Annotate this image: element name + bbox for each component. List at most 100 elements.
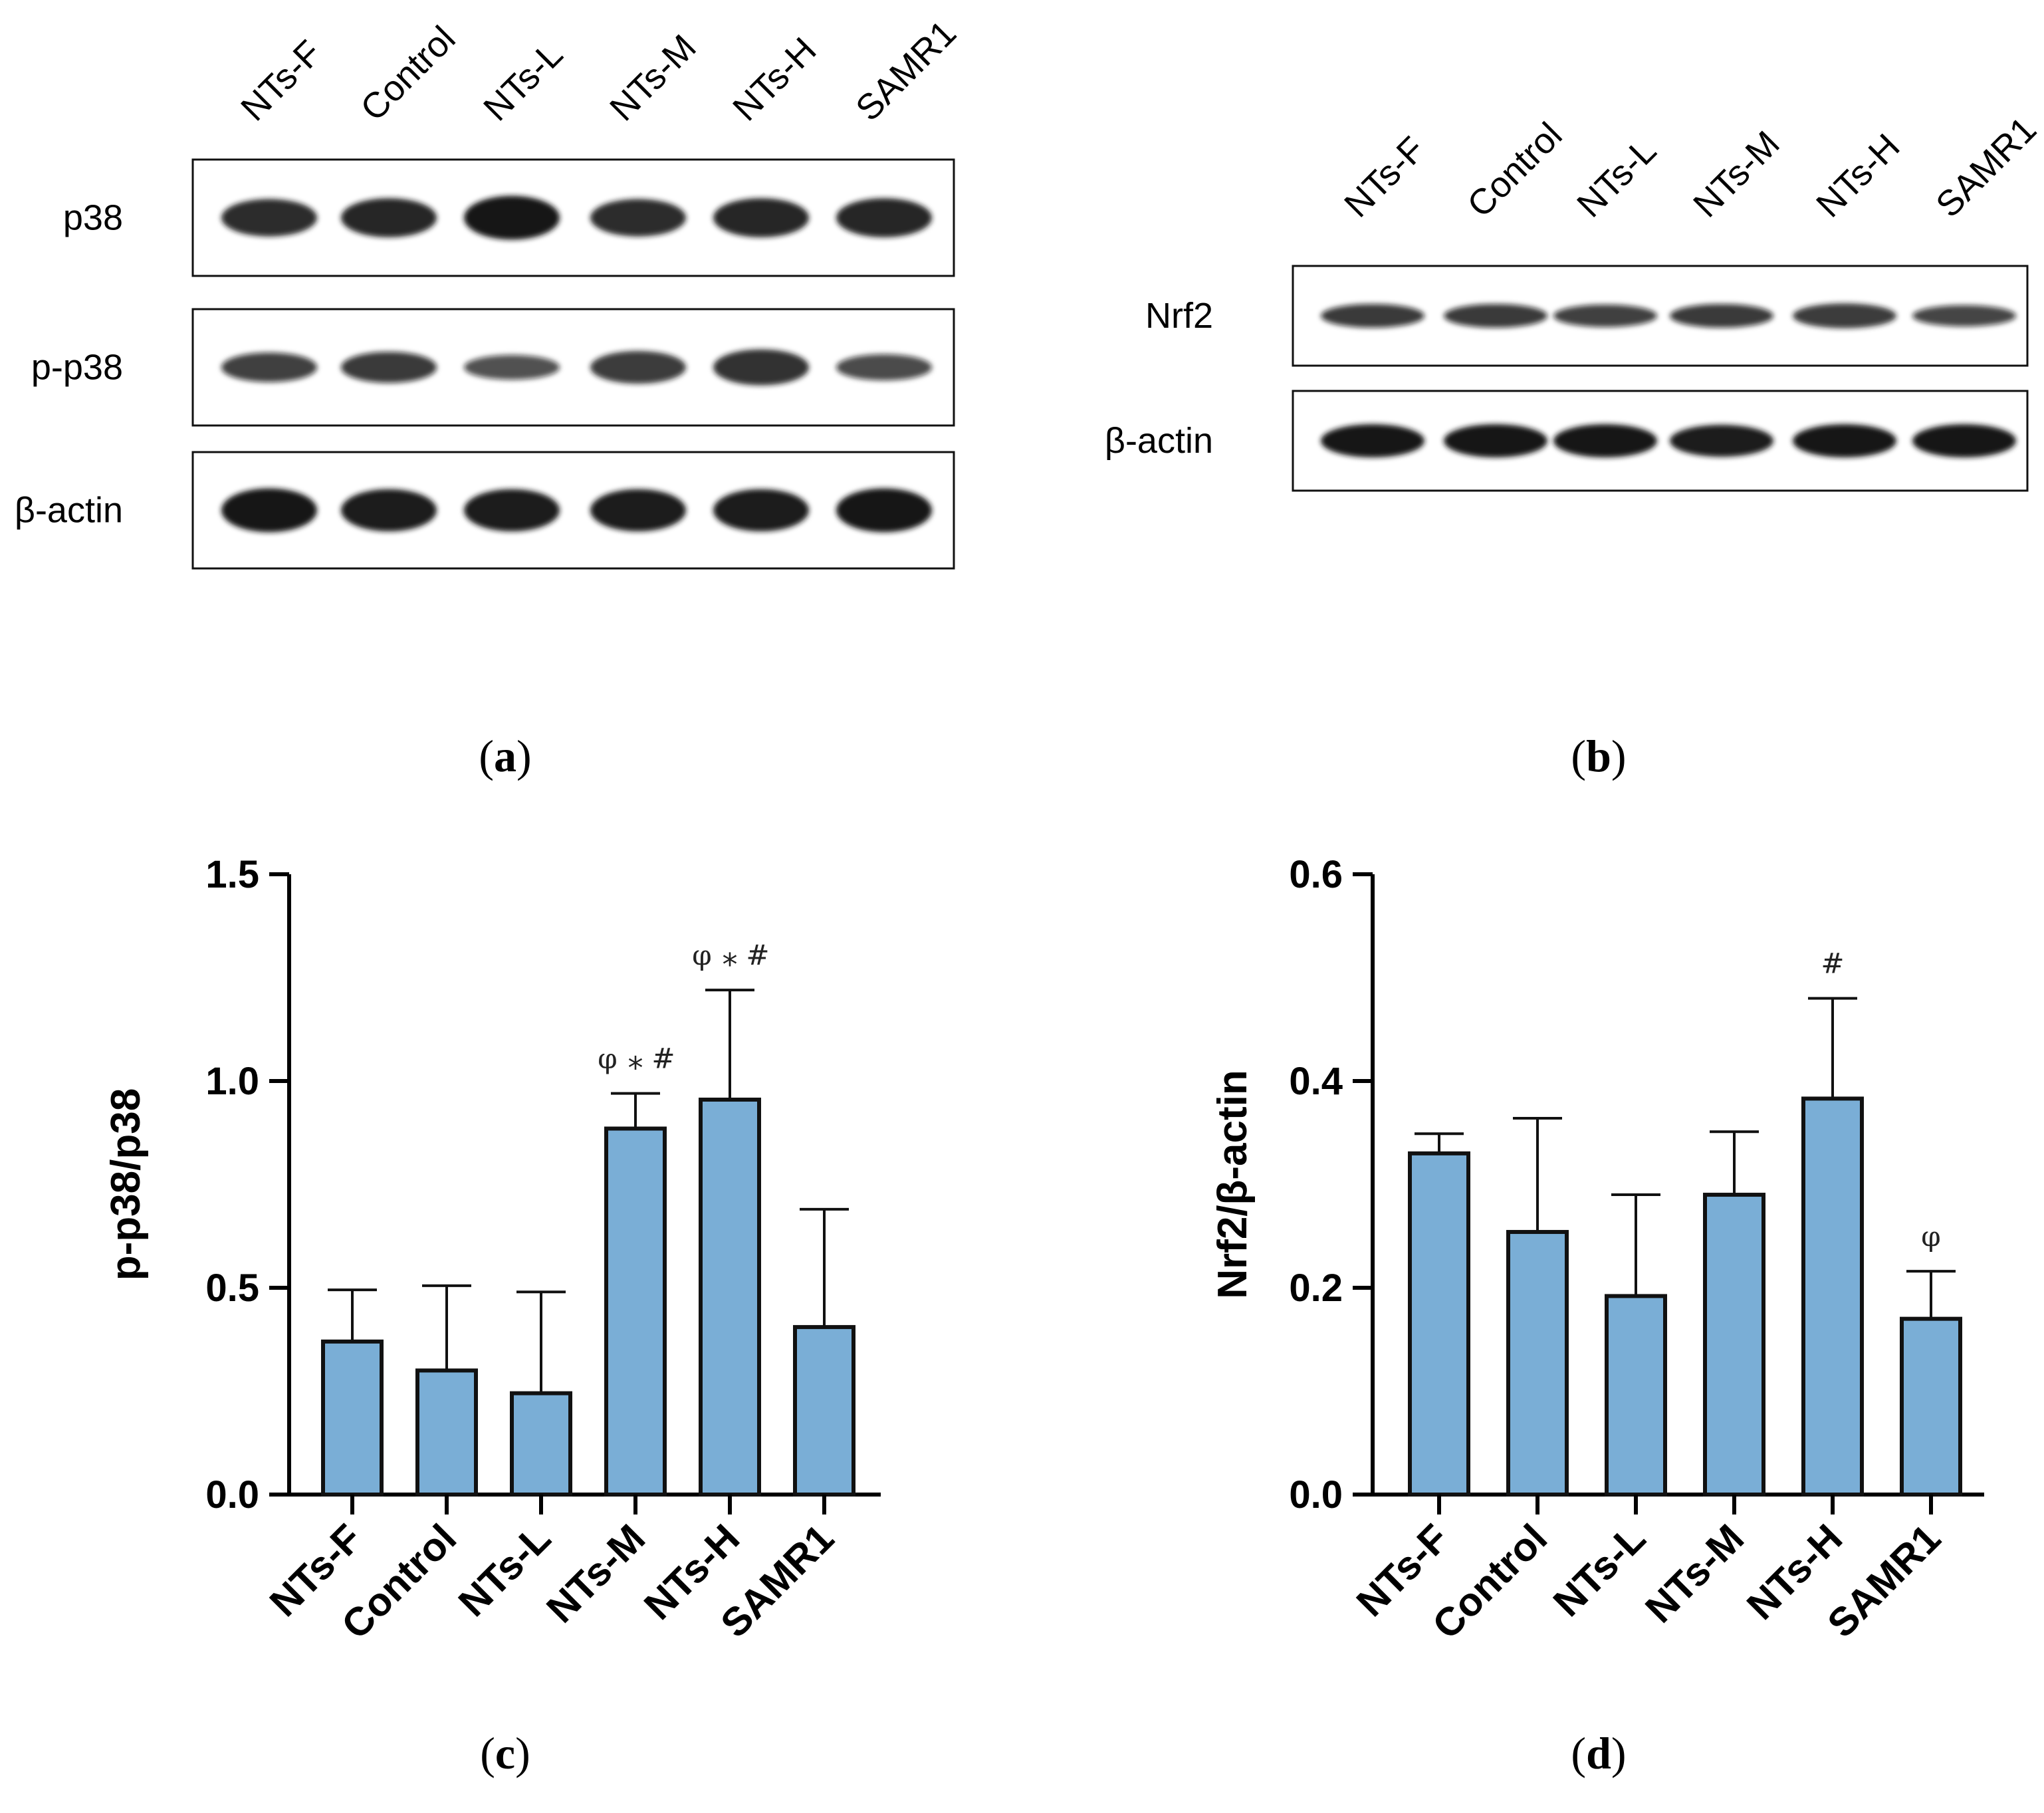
blot-a-band-p38-nts-h (713, 198, 809, 237)
blot-a-row-label-beta-actin: β-actin (15, 491, 123, 531)
blot-a-band-beta-actin-nts-h (713, 489, 809, 532)
blot-a-band-beta-actin-nts-m (590, 489, 686, 532)
blot-b-lane-labels: NTs-F Control NTs-L NTs-M NTs-H SAMR1 (1337, 110, 2044, 225)
chart-d-x-tick-label-nts-l: NTs-L (1545, 1516, 1654, 1625)
blot-a-band-beta-actin-control (341, 489, 437, 532)
blot-b-band-beta-actin-control (1444, 424, 1547, 457)
blot-a-band-p-p38-nts-h (713, 349, 809, 386)
bar-chart-d: 0.00.20.40.6Nrf2/β-actinNTs-FControlNTs-… (1210, 853, 1984, 1647)
chart-d-x-tick-label-nts-m: NTs-M (1637, 1516, 1752, 1632)
chart-d-bar-control (1506, 1230, 1569, 1497)
chart-d-y-tick-label: 0.4 (1289, 1060, 1343, 1103)
blot-b-rows: Nrf2 β-actin (1105, 265, 2029, 492)
blot-a-frame-beta-actin (191, 451, 955, 570)
blot-a-row-label-p-p38: p-p38 (31, 348, 123, 388)
chart-c-bar-nts-f (321, 1339, 384, 1497)
blot-panel-a: NTs-F Control NTs-L NTs-M NTs-H SAMR1 p38 p-p3… (15, 13, 964, 781)
blot-a-row-p-p38: p-p38 (31, 308, 955, 427)
blot-a-band-beta-actin-samr1 (836, 488, 932, 533)
chart-d-bar-nts-m (1703, 1193, 1765, 1497)
blot-a-band-p38-control (341, 198, 437, 237)
chart-c-y-tick-label: 0.5 (205, 1267, 259, 1310)
blot-b-lane-label-nts-f: NTs-F (1337, 129, 1432, 225)
bar-chart-c: 0.00.51.01.5p-p38/p38NTs-FControlNTs-LNT… (103, 853, 881, 1647)
blot-a-lane-labels: NTs-F Control NTs-L NTs-M NTs-H SAMR1 (233, 13, 964, 129)
blot-a-band-p-p38-control (341, 352, 437, 383)
blot-a-rows: p38 p-p38 β-actin (15, 158, 955, 570)
chart-c-annotation-nts-m-hash: # (651, 1042, 675, 1075)
panel-label-b: (b) (1571, 731, 1626, 781)
blot-a-lane-label-samr1: SAMR1 (848, 13, 964, 129)
blot-b-lane-label-samr1: SAMR1 (1928, 110, 2044, 225)
chart-d-y-tick-label: 0.6 (1289, 853, 1343, 896)
blot-b-band-beta-actin-nts-l (1553, 424, 1657, 457)
blot-b-row-beta-actin: β-actin (1105, 390, 2029, 492)
blot-b-band-nrf2-nts-f (1321, 304, 1424, 328)
blot-b-band-nrf2-nts-l (1553, 304, 1657, 327)
blot-a-band-p38-samr1 (836, 198, 932, 237)
blot-a-band-p-p38-nts-f (221, 352, 317, 382)
blot-b-band-beta-actin-nts-f (1321, 424, 1424, 457)
blot-a-band-p38-nts-l (464, 195, 560, 240)
blot-a-row-beta-actin: β-actin (15, 451, 955, 570)
blot-a-lane-label-control: Control (353, 19, 463, 129)
chart-d-bar-samr1 (1900, 1316, 1962, 1497)
chart-d-annotation-nts-h-hash: # (1821, 947, 1844, 980)
blot-b-lane-label-control: Control (1460, 115, 1570, 225)
chart-c-annotation-nts-h-hash: # (746, 939, 769, 971)
chart-d-bar-nts-f (1408, 1151, 1470, 1497)
blot-a-band-beta-actin-nts-f (221, 488, 317, 533)
blot-b-band-nrf2-samr1 (1912, 305, 2016, 326)
blot-a-frame-p38 (191, 158, 955, 277)
blot-a-band-p38-nts-m (590, 199, 686, 237)
blot-a-band-p-p38-nts-m (590, 350, 686, 384)
chart-c-bar-nts-m (604, 1126, 667, 1497)
chart-c-bar-nts-h (699, 1097, 761, 1497)
blot-a-lane-label-nts-h: NTs-H (725, 30, 824, 128)
blot-b-band-nrf2-control (1444, 304, 1547, 328)
blot-b-row-label-nrf2: Nrf2 (1145, 296, 1213, 336)
chart-c-bar-nts-l (510, 1391, 572, 1497)
chart-c-y-axis-title: p-p38/p38 (103, 1088, 149, 1280)
blot-b-lane-label-nts-l: NTs-L (1569, 130, 1664, 225)
chart-c-x-tick-label-nts-m: NTs-M (538, 1516, 653, 1632)
blot-a-lane-label-nts-m: NTs-M (602, 27, 704, 129)
blot-a-lane-label-nts-l: NTs-L (476, 34, 570, 128)
chart-c-x-tick-label-nts-l: NTs-L (450, 1516, 559, 1625)
blot-a-frame-p-p38 (191, 308, 955, 427)
blot-b-band-beta-actin-nts-m (1670, 424, 1773, 457)
chart-c-annotation-nts-h-phi: φ (692, 939, 711, 971)
blot-b-band-beta-actin-samr1 (1912, 424, 2016, 457)
chart-c-y-tick-label: 0.0 (205, 1473, 259, 1516)
blot-a-lane-label-nts-f: NTs-F (233, 33, 329, 128)
blot-a-row-label-p38: p38 (63, 198, 123, 238)
chart-c-bar-samr1 (793, 1325, 855, 1497)
chart-c-y-tick-label: 1.5 (205, 853, 259, 896)
chart-c-annotation-nts-m-star: * (628, 1050, 643, 1086)
panel-label-a: (a) (479, 731, 531, 781)
blot-b-band-nrf2-nts-m (1670, 304, 1773, 328)
chart-d-y-tick-label: 0.0 (1289, 1473, 1343, 1516)
blot-a-band-p-p38-nts-l (464, 354, 560, 380)
blot-b-lane-label-nts-m: NTs-M (1686, 124, 1787, 225)
blot-b-row-nrf2: Nrf2 (1145, 265, 2029, 367)
blot-a-row-p38: p38 (63, 158, 955, 277)
blot-b-lane-label-nts-h: NTs-H (1809, 126, 1907, 225)
chart-d-y-tick-label: 0.2 (1289, 1267, 1343, 1310)
chart-d-bar-nts-l (1605, 1294, 1667, 1497)
blot-a-band-beta-actin-nts-l (464, 489, 560, 532)
blot-b-row-label-beta-actin: β-actin (1105, 421, 1213, 461)
blot-b-band-beta-actin-nts-h (1793, 424, 1896, 457)
blot-panel-b: NTs-F Control NTs-L NTs-M NTs-H SAMR1 Nrf2 β-a… (1105, 110, 2044, 781)
panel-label-d: (d) (1571, 1728, 1626, 1778)
chart-d-annotation-samr1-phi: φ (1921, 1220, 1940, 1253)
blot-a-band-p38-nts-f (221, 199, 317, 237)
blot-b-band-nrf2-nts-h (1793, 303, 1896, 328)
chart-c-annotation-nts-m-phi: φ (598, 1042, 617, 1075)
chart-d-bar-nts-h (1801, 1096, 1864, 1497)
chart-c-annotation-nts-h-star: * (723, 947, 738, 983)
chart-d-y-axis-title: Nrf2/β-actin (1210, 1070, 1256, 1298)
panel-label-c: (c) (480, 1728, 530, 1778)
chart-c-bar-control (415, 1368, 478, 1497)
